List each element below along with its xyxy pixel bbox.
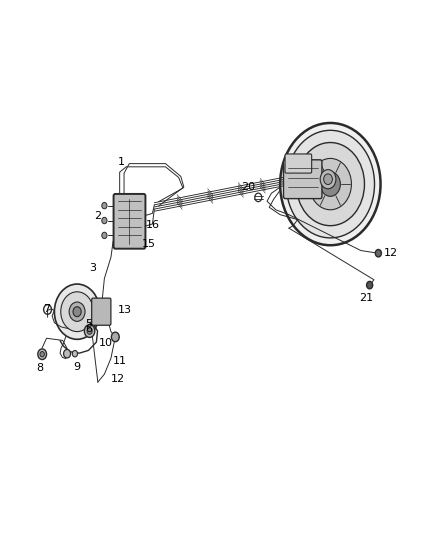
Text: 11: 11 bbox=[113, 356, 127, 366]
Circle shape bbox=[375, 249, 381, 257]
Text: 1: 1 bbox=[117, 157, 124, 166]
Circle shape bbox=[280, 123, 381, 245]
Text: 9: 9 bbox=[74, 362, 81, 372]
Text: 2: 2 bbox=[94, 211, 102, 221]
Circle shape bbox=[69, 302, 85, 321]
Circle shape bbox=[64, 350, 71, 358]
Text: 8: 8 bbox=[36, 362, 43, 373]
Text: 20: 20 bbox=[241, 182, 255, 192]
Text: 10: 10 bbox=[99, 338, 113, 349]
Circle shape bbox=[61, 292, 93, 332]
Circle shape bbox=[324, 174, 332, 184]
Circle shape bbox=[73, 306, 81, 317]
Circle shape bbox=[87, 328, 92, 334]
Circle shape bbox=[286, 130, 374, 238]
Text: 13: 13 bbox=[117, 305, 131, 316]
Text: 16: 16 bbox=[146, 220, 160, 230]
Circle shape bbox=[320, 169, 336, 189]
Text: 3: 3 bbox=[89, 263, 96, 273]
Text: 7: 7 bbox=[43, 304, 50, 314]
Circle shape bbox=[296, 142, 364, 225]
Circle shape bbox=[102, 232, 107, 239]
Circle shape bbox=[309, 158, 351, 210]
Circle shape bbox=[40, 352, 44, 357]
Circle shape bbox=[85, 325, 95, 337]
Circle shape bbox=[102, 203, 107, 209]
Text: 15: 15 bbox=[141, 239, 155, 249]
FancyBboxPatch shape bbox=[113, 194, 145, 249]
Circle shape bbox=[72, 351, 78, 357]
Text: 21: 21 bbox=[359, 293, 373, 303]
Circle shape bbox=[102, 217, 107, 224]
FancyBboxPatch shape bbox=[92, 298, 111, 325]
FancyBboxPatch shape bbox=[283, 160, 322, 199]
Circle shape bbox=[367, 281, 373, 289]
FancyBboxPatch shape bbox=[285, 154, 312, 173]
Text: 5: 5 bbox=[85, 319, 92, 329]
Text: 12: 12 bbox=[111, 375, 125, 384]
Circle shape bbox=[54, 284, 100, 340]
Circle shape bbox=[320, 172, 340, 196]
Text: 12: 12 bbox=[384, 248, 398, 258]
Text: 6: 6 bbox=[86, 324, 93, 334]
Circle shape bbox=[111, 332, 119, 342]
Circle shape bbox=[38, 349, 46, 360]
